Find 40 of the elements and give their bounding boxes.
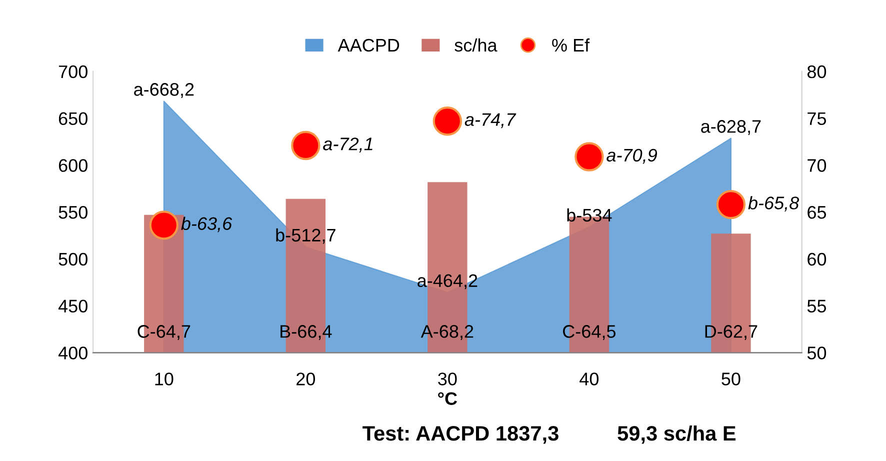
point [716,190,746,220]
y2-tick-label: 60 [808,252,826,266]
x-tick-label: 50 [722,372,740,386]
legend-label: % Ef [552,38,590,52]
y-tick-label: 700 [58,65,88,78]
y-tick-label: 400 [58,346,88,360]
y2-tick-label: 50 [807,346,826,360]
data-label: a-74,7 [464,113,516,128]
x-tick-label: 10 [155,372,174,386]
data-label: a-70,9 [606,148,658,164]
x-tick-label: 20 [296,372,316,386]
data-label: b-534 [567,208,612,222]
y-tick-label: 550 [58,206,88,219]
y2-tick-label: 55 [807,300,826,313]
point [432,106,462,136]
y-tick-label: 450 [58,300,88,313]
data-label: b-65,8 [748,196,800,212]
point [149,210,178,240]
y2-tick-label: 75 [808,112,826,126]
x-tick-label: 30 [438,372,457,386]
y2-tick-label: 80 [807,65,826,78]
y-tick-label: 650 [58,112,88,126]
y2-tick-label: 65 [808,206,826,219]
y2-tick-label: 70 [808,159,826,172]
data-label: a-668,2 [134,83,194,98]
data-label: a-628,7 [701,120,761,135]
data-label: b-63,6 [181,216,232,232]
legend-label: sc/ha [454,38,498,52]
x-axis-title: °C [438,392,458,405]
data-label: A-68,2 [420,325,474,340]
y-tick-label: 600 [58,159,88,172]
y-tick-label: 500 [58,252,88,266]
x-tick-label: 40 [580,372,599,386]
data-label: B-66,4 [280,325,332,340]
legend-label: AACPD [338,38,400,52]
data-label: C-64,5 [563,325,616,340]
point [574,142,604,172]
text: Test: AACPD 1837,3 59,3 sc/ha E [362,425,736,444]
data-label: a-72,1 [323,138,372,152]
point [291,130,320,160]
